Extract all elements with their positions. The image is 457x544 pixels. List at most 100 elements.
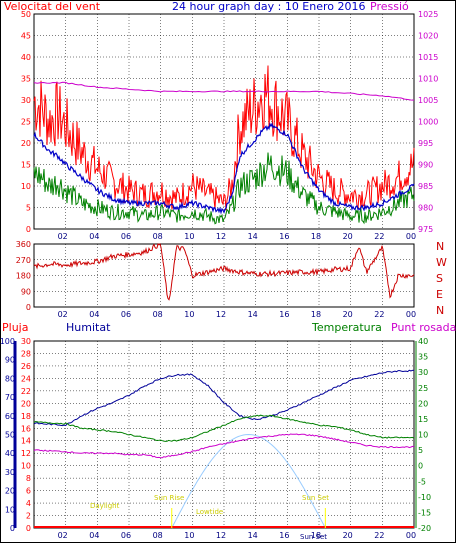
dir-letter-s: S: [436, 272, 443, 285]
wind-xtick: 04: [89, 232, 99, 241]
pressure-label: Pressió: [370, 0, 409, 13]
wind-left-ytick: 35: [21, 75, 31, 84]
dir-left-ytick: 90: [21, 287, 31, 296]
humidity-left-ytick: 80: [5, 374, 15, 383]
data-series: [33, 65, 415, 529]
series-gust: [33, 65, 415, 211]
thp-xtick: 06: [121, 531, 131, 540]
dir-xtick: 18: [311, 310, 321, 319]
rain-left-ytick: 6: [26, 487, 31, 496]
wind-left-ytick: 20: [21, 139, 31, 148]
wind-left-ytick: 15: [21, 161, 31, 170]
temp-right-ytick: -5: [418, 477, 426, 486]
legend-dewpoint: Punt rosada: [391, 321, 456, 334]
rain-left-ytick: 20: [21, 399, 31, 408]
dir-xtick: 20: [343, 310, 353, 319]
temp-right-ytick: 25: [418, 384, 428, 393]
pressure-right-ytick: 990: [418, 161, 433, 170]
humidity-left-ytick: 60: [5, 412, 15, 421]
rain-left-ytick: 24: [21, 374, 31, 383]
dir-xtick: 10: [184, 310, 194, 319]
humidity-left-ytick: 0: [10, 524, 15, 533]
wind-xtick: 12: [216, 232, 226, 241]
wind-xtick: 02: [58, 232, 68, 241]
axis-ticks: 02 04 06 08 10 12 14 16 18 20 22 000510152025303540…: [0, 10, 438, 540]
humidity-left-ytick: 50: [5, 431, 15, 440]
pressure-right-ytick: 975: [418, 225, 433, 234]
rain-left-ytick: 2: [26, 512, 31, 521]
temp-right-ytick: 20: [418, 399, 428, 408]
wind-xtick: 16: [279, 232, 289, 241]
wind-xtick: 20: [343, 232, 353, 241]
temp-right-ytick: 30: [418, 368, 428, 377]
dir-letter-n2: N: [436, 304, 444, 317]
pressure-right-ytick: 995: [418, 139, 433, 148]
pressure-right-ytick: 1020: [418, 32, 438, 41]
wind-xtick: 06: [121, 232, 131, 241]
legend-humidity: Humitat: [66, 321, 111, 334]
wind-speed-label: Velocitat del vent: [4, 0, 101, 13]
wind-left-ytick: 50: [21, 10, 31, 19]
chart-title: 24 hour graph day : 10 Enero 2016: [172, 0, 366, 13]
series-pressure: [33, 81, 415, 101]
dir-xtick: 22: [374, 310, 384, 319]
series-temperature: [33, 414, 415, 442]
humidity-left-ytick: 70: [5, 393, 15, 402]
dir-xtick: 08: [153, 310, 163, 319]
rain-left-ytick: 18: [21, 412, 31, 421]
dir-left-ytick: 360: [16, 240, 31, 249]
temp-right-ytick: -10: [418, 493, 431, 502]
pressure-right-ytick: 980: [418, 204, 433, 213]
thp-xtick: 00: [406, 531, 416, 540]
humidity-left-ytick: 10: [5, 505, 15, 514]
thp-xtick: 18: [311, 531, 321, 540]
dir-xtick: 16: [279, 310, 289, 319]
thp-xtick: 02: [58, 531, 68, 540]
dir-left-ytick: 180: [16, 272, 31, 281]
temp-right-ytick: 40: [418, 337, 428, 346]
dir-xtick: 02: [58, 310, 68, 319]
wind-left-ytick: 5: [26, 204, 31, 213]
series-speed: [33, 152, 415, 225]
rain-left-ytick: 10: [21, 462, 31, 471]
wind-xtick: 22: [374, 232, 384, 241]
wind-left-ytick: 25: [21, 118, 31, 127]
rain-left-ytick: 0: [26, 524, 31, 533]
dir-letter-e: E: [436, 288, 443, 301]
grid-lines: [34, 14, 415, 528]
temp-right-ytick: 0: [418, 462, 423, 471]
rain-left-ytick: 30: [21, 337, 31, 346]
legend-temperature: Temperatura: [311, 321, 382, 334]
dir-xtick: 06: [121, 310, 131, 319]
temp-right-ytick: 10: [418, 431, 428, 440]
sun-curve: [171, 433, 326, 529]
thp-xtick: 10: [184, 531, 194, 540]
event-markers: [171, 508, 326, 528]
thp-xtick: 20: [343, 531, 353, 540]
series-dewpoint: [33, 433, 415, 459]
event-sunset-bottom: Sun Set: [300, 533, 327, 541]
thp-xtick: 12: [216, 531, 226, 540]
wind-left-ytick: 0: [26, 225, 31, 234]
series-humidity: [33, 369, 415, 427]
dir-xtick: 00: [406, 310, 416, 319]
pressure-right-ytick: 1025: [418, 10, 438, 19]
rain-left-ytick: 14: [21, 437, 31, 446]
wind-xtick: 18: [311, 232, 321, 241]
pressure-right-ytick: 1015: [418, 53, 438, 62]
dir-left-ytick: 270: [16, 256, 31, 265]
rain-left-ytick: 8: [26, 474, 31, 483]
humidity-left-ytick: 100: [0, 337, 15, 346]
wind-xtick: 14: [248, 232, 258, 241]
rain-left-ytick: 28: [21, 349, 31, 358]
thp-xtick: 04: [89, 531, 99, 540]
event-sunrise: Sun Rise: [154, 494, 184, 502]
dir-left-ytick: 0: [26, 303, 31, 312]
dir-letter-n: N: [436, 240, 444, 253]
wind-xtick: 10: [184, 232, 194, 241]
thp-xtick: 08: [153, 531, 163, 540]
wind-left-ytick: 30: [21, 96, 31, 105]
temp-right-ytick: 5: [418, 446, 423, 455]
thp-xtick: 22: [374, 531, 384, 540]
